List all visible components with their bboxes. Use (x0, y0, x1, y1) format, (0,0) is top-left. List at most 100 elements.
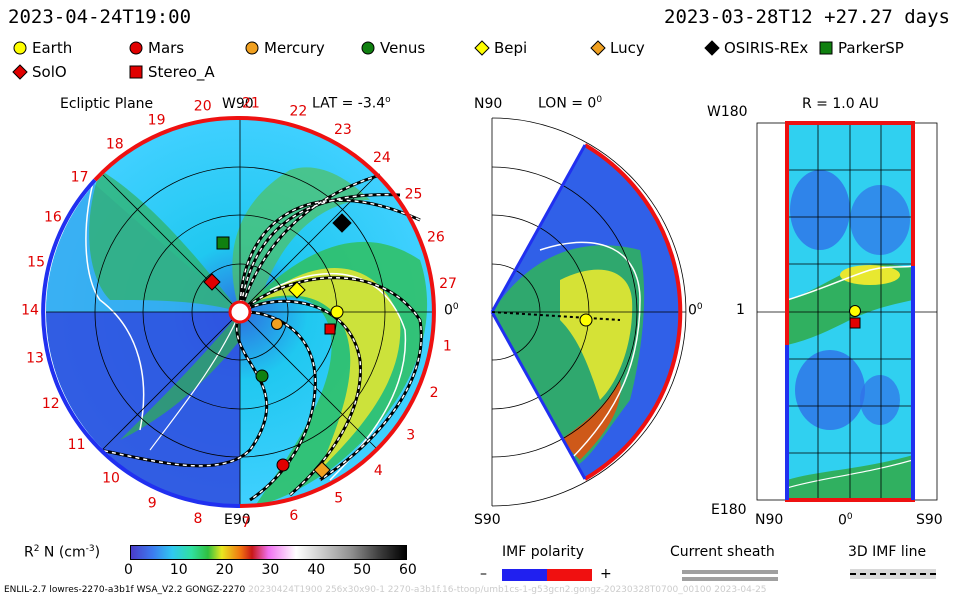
colorbar-tick: 0 (124, 562, 133, 578)
imf-minus: – (480, 566, 487, 582)
meridional-n90: N90 (474, 96, 503, 112)
footer-run-info: 20230424T1900 256x30x90-1 2270-a3b1f.16-… (248, 585, 712, 595)
meridional-zero: 00 (688, 302, 703, 319)
radial-n90: N90 (755, 512, 784, 528)
colorbar-tick: 60 (399, 562, 417, 578)
stereo-a-marker (324, 323, 336, 335)
venus-marker (255, 369, 269, 383)
outer-ring-negative (41, 178, 241, 509)
carrington-day-7: 7 (242, 515, 251, 531)
carrington-day-12: 12 (42, 396, 60, 412)
earth-marker-radial (849, 305, 861, 317)
earth-marker-meridional (579, 313, 593, 327)
imf-negative-swatch (502, 569, 547, 581)
legend-mars: Mars (128, 38, 184, 58)
legend-label: Mercury (264, 39, 325, 57)
legend-label: Stereo_A (148, 63, 215, 81)
carrington-day-22: 22 (289, 103, 307, 119)
earth-marker (330, 305, 344, 319)
legend-diamond-icon (12, 64, 28, 80)
legend-square-icon (819, 41, 833, 55)
legend-circle-icon (13, 41, 27, 55)
lat-label: LAT = -3.4o (312, 95, 391, 112)
legend-label: OSIRIS-REx (724, 39, 809, 57)
stereo-a-marker-radial (849, 317, 861, 329)
colorbar-tick: 50 (353, 562, 371, 578)
model-date: 2023-04-24T19:00 (8, 6, 192, 28)
reference-date: 2023-03-28T12 +27.27 days (664, 6, 950, 28)
legend-diamond-icon (590, 40, 606, 56)
carrington-day-27: 27 (439, 276, 457, 292)
legend-label: Bepi (494, 39, 528, 57)
carrington-day-17: 17 (71, 169, 89, 185)
carrington-day-11: 11 (68, 437, 86, 453)
footer-date: 2023-04-25 (714, 585, 767, 595)
carrington-day-10: 10 (102, 471, 120, 487)
imf-positive-swatch (547, 569, 592, 581)
r-label: R = 1.0 AU (802, 96, 879, 112)
model-footer: ENLIL-2.7 lowres-2270-a3b1f WSA_V2.2 GON… (4, 585, 767, 595)
carrington-day-6: 6 (289, 508, 298, 524)
lucy-marker (313, 461, 331, 479)
legend-label: SolO (32, 63, 67, 81)
carrington-day-8: 8 (194, 511, 203, 527)
legend-mercury: Mercury (244, 38, 325, 58)
legend-label: Mars (148, 39, 185, 57)
current-sheath-title: Current sheath (670, 544, 775, 560)
e90-label: E90 (224, 512, 251, 528)
legend-solo: SolO (12, 62, 67, 82)
carrington-day-23: 23 (334, 122, 352, 138)
legend-label: Lucy (610, 39, 645, 57)
radial-one: 1 (736, 302, 745, 318)
legend-venus: Venus (360, 38, 425, 58)
density-colorbar (130, 545, 407, 560)
carrington-day-14: 14 (21, 303, 39, 319)
carrington-day-18: 18 (106, 136, 124, 152)
imf-plus: + (600, 566, 612, 582)
legend-diamond-icon (474, 40, 490, 56)
carrington-day-1: 1 (443, 339, 452, 355)
w180-label: W180 (707, 104, 748, 120)
meridional-outer-ring (583, 143, 683, 481)
colorbar-tick: 30 (261, 562, 280, 578)
mars-marker (276, 458, 290, 472)
parker-sp-marker (216, 236, 230, 250)
colorbar-tick: 10 (169, 562, 188, 578)
carrington-day-24: 24 (373, 150, 391, 166)
carrington-day-2: 2 (430, 385, 439, 401)
footer-model-info: ENLIL-2.7 lowres-2270-a3b1f WSA_V2.2 GON… (4, 585, 246, 595)
legend-lucy: Lucy (590, 38, 645, 58)
osiris-rex-marker (332, 213, 352, 233)
current-sheath-swatch (682, 570, 778, 574)
legend-earth: Earth (12, 38, 72, 58)
colorbar-tick: 40 (307, 562, 326, 578)
radial-s90: S90 (916, 512, 943, 528)
e180-label: E180 (711, 502, 747, 518)
carrington-day-19: 19 (148, 112, 166, 128)
imf-polarity-title: IMF polarity (502, 544, 585, 560)
carrington-day-9: 9 (148, 496, 157, 512)
colorbar-label: R2 N (cm-3) (24, 544, 101, 561)
carrington-day-25: 25 (405, 187, 423, 203)
solo-marker (203, 273, 221, 291)
carrington-day-5: 5 (334, 490, 343, 506)
carrington-day-15: 15 (27, 255, 45, 271)
carrington-day-21: 21 (242, 95, 260, 111)
carrington-day-26: 26 (427, 229, 445, 245)
imf-line-swatch (850, 569, 936, 579)
lon-label: LON = 00 (538, 95, 603, 112)
imf-line-title: 3D IMF line (848, 544, 927, 560)
ecliptic-title: Ecliptic Plane (60, 96, 154, 112)
mercury-marker (271, 318, 283, 330)
legend-osiris-rex: OSIRIS-REx (704, 38, 808, 58)
carrington-day-4: 4 (374, 463, 383, 479)
carrington-day-3: 3 (406, 427, 415, 443)
legend-stereo-a: Stereo_A (128, 62, 215, 82)
legend-diamond-icon (704, 40, 720, 56)
colorbar-tick: 20 (215, 562, 234, 578)
carrington-day-13: 13 (26, 351, 44, 367)
legend-square-icon (129, 65, 143, 79)
